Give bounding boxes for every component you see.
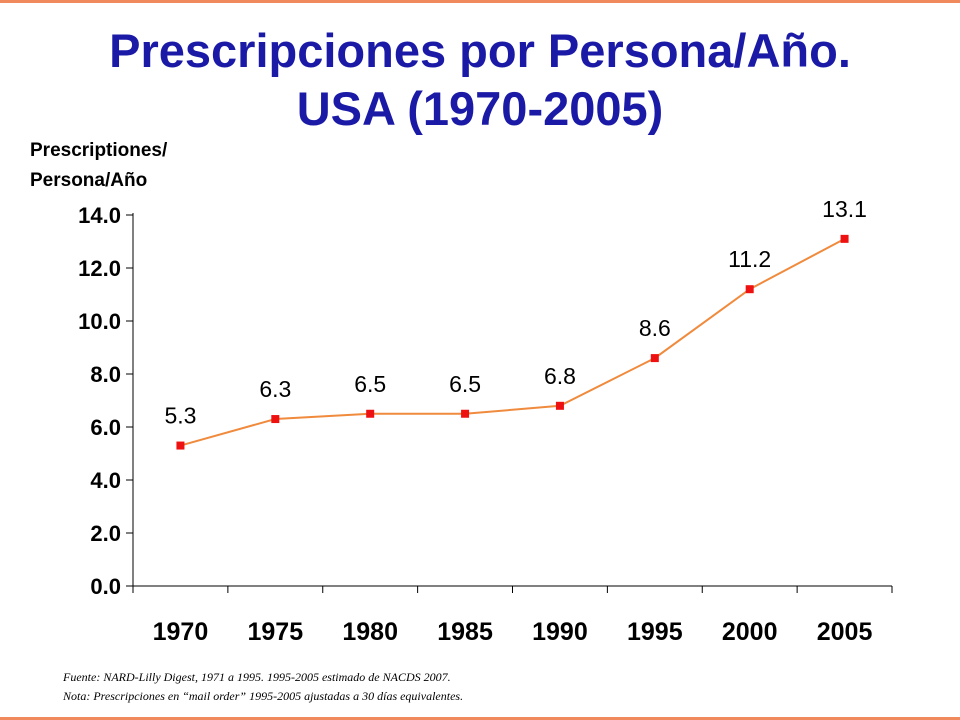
data-point-marker — [745, 285, 754, 294]
x-tick-label: 1980 — [342, 618, 398, 646]
x-tick-label: 1990 — [532, 618, 588, 646]
data-label: 8.6 — [639, 315, 671, 341]
bottom-border — [0, 717, 960, 720]
data-label: 5.3 — [164, 403, 196, 429]
x-tick-label: 2005 — [817, 618, 873, 646]
x-tick-label: 2000 — [722, 618, 778, 646]
x-tick-label: 1985 — [437, 618, 493, 646]
data-label: 13.1 — [822, 196, 867, 222]
data-point-marker — [176, 441, 185, 450]
x-tick-label: 1975 — [248, 618, 304, 646]
data-point-marker — [271, 415, 280, 424]
y-axis-label-line-2: Persona/Año — [30, 170, 148, 191]
line-chart: 0.0 2.0 4.0 6.0 8.0 10.0 12.0 14.0 1970 1975 1980 1… — [78, 196, 893, 646]
data-label: 6.5 — [354, 371, 386, 397]
y-tick-label: 12.0 — [78, 256, 121, 281]
y-axis-label-line-1: Prescriptiones/ — [30, 140, 168, 161]
y-tick-label: 14.0 — [78, 203, 121, 228]
chart-title: Prescripciones por Persona/Año. USA (197… — [0, 22, 960, 138]
y-tick-label: 4.0 — [90, 468, 121, 493]
data-point-marker — [555, 401, 564, 410]
y-tick-label: 2.0 — [90, 521, 121, 546]
data-label: 6.3 — [259, 376, 291, 402]
data-point-marker — [366, 409, 375, 418]
y-tick-label: 0.0 — [90, 574, 121, 599]
data-point-marker — [840, 234, 849, 243]
footnote-source: Fuente: NARD-Lilly Digest, 1971 a 1995. … — [63, 670, 451, 684]
data-point-marker — [461, 409, 470, 418]
data-label: 6.8 — [544, 363, 576, 389]
top-border — [0, 0, 960, 3]
y-tick-label: 10.0 — [78, 309, 121, 334]
y-axis-label: Prescriptiones/ Persona/Año — [30, 136, 167, 196]
data-label: 11.2 — [728, 246, 771, 272]
x-tick-label: 1970 — [153, 618, 209, 646]
x-tick-label: 1995 — [627, 618, 683, 646]
data-label: 6.5 — [449, 371, 481, 397]
chart-title-line-1: Prescripciones por Persona/Año. — [109, 24, 851, 77]
series-line — [180, 237, 846, 447]
footnote-note: Nota: Prescripciones en “mail order” 199… — [63, 689, 464, 703]
y-tick-label: 8.0 — [90, 362, 121, 387]
data-point-marker — [650, 354, 659, 363]
y-tick-label: 6.0 — [90, 415, 121, 440]
chart-title-line-2: USA (1970-2005) — [296, 82, 664, 135]
footnote: Fuente: NARD-Lilly Digest, 1971 a 1995. … — [63, 668, 463, 706]
